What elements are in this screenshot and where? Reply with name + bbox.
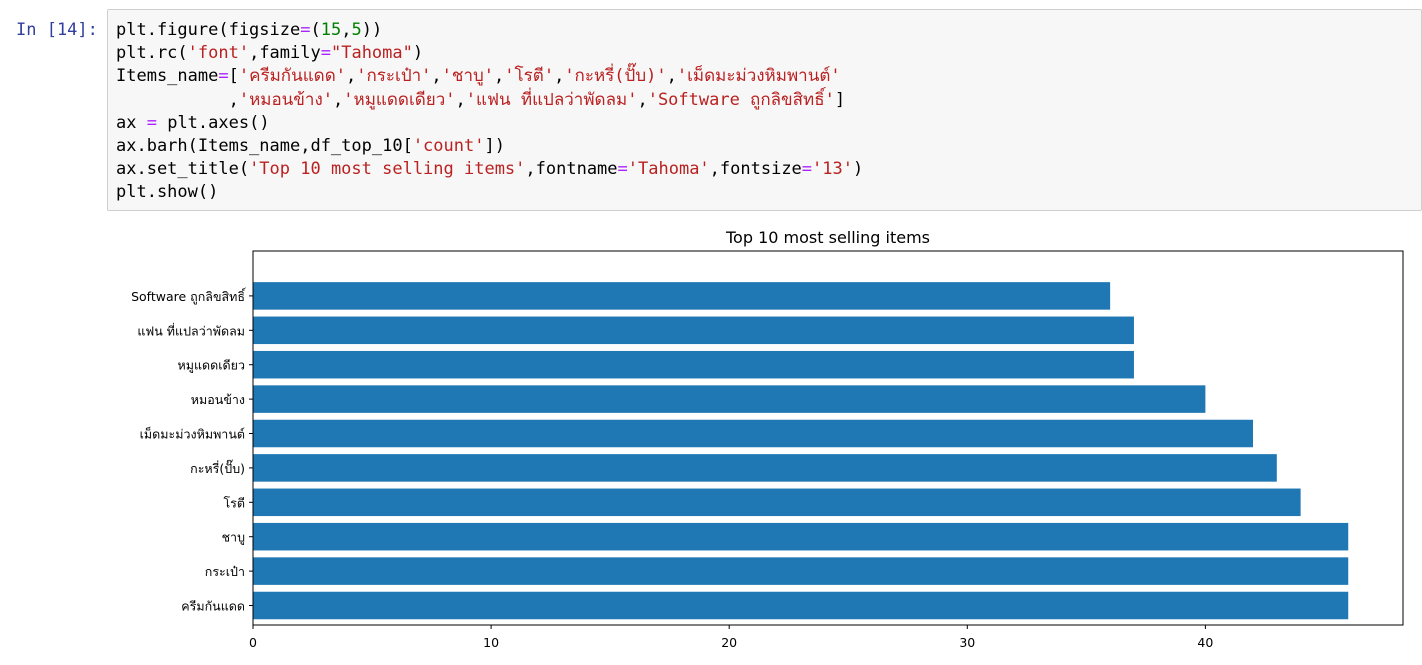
x-tick-label: 30 bbox=[959, 635, 975, 650]
code-token: ) bbox=[412, 43, 424, 64]
bar-chart: Top 10 most selling items ครีมกันแดด กระเ… bbox=[131, 228, 1404, 650]
code-token: ,family bbox=[249, 43, 321, 64]
code-token: , bbox=[554, 66, 565, 87]
code-token: plt.show() bbox=[116, 182, 219, 203]
code-token: = bbox=[617, 159, 628, 180]
code-line: plt.figure(figsize=(15,5)) bbox=[116, 19, 1421, 42]
cell-output: Top 10 most selling items ครีมกันแดด กระเ… bbox=[0, 215, 1422, 661]
x-tick-label: 40 bbox=[1197, 635, 1213, 650]
code-cell-editor[interactable]: plt.figure(figsize=(15,5)) plt.rc('font',… bbox=[107, 9, 1422, 211]
code-token: ) bbox=[853, 159, 864, 180]
code-token: ,fontsize bbox=[709, 159, 802, 180]
code-token: 'Software ถูกลิขสิทธิ์' bbox=[647, 89, 835, 110]
code-line: ,'หมอนข้าง','หมูแดดเดียว','แฟน ที่แปลว่า… bbox=[116, 89, 1421, 112]
code-token: 'แฟน ที่แปลว่าพัดลม' bbox=[465, 89, 638, 110]
code-token: , bbox=[666, 66, 677, 87]
code-token: ]) bbox=[484, 135, 505, 156]
code-token: = bbox=[146, 112, 157, 133]
chart-title: Top 10 most selling items bbox=[725, 228, 930, 247]
code-token: '13' bbox=[812, 159, 853, 180]
code-line: plt.rc('font',family="Tahoma") bbox=[116, 42, 1421, 65]
bar bbox=[253, 419, 1253, 448]
code-token: 'ชาบู' bbox=[441, 66, 495, 87]
code-line: Items_name=['ครีมกันแดด','กระเป๋า','ชาบู… bbox=[116, 65, 1421, 88]
y-tick-label: กะหรี่(ปั๊บ) bbox=[190, 459, 245, 476]
code-token: 'font' bbox=[187, 43, 250, 64]
bar bbox=[253, 454, 1277, 482]
code-token: ( bbox=[310, 20, 321, 40]
code-token: 'Tahoma' bbox=[627, 159, 710, 180]
code-token: , bbox=[116, 89, 239, 110]
code-line: ax.set_title('Top 10 most selling items'… bbox=[116, 158, 1421, 181]
code-token: , bbox=[341, 20, 352, 40]
code-body: plt.figure(figsize=(15,5)) plt.rc('font',… bbox=[116, 19, 1421, 205]
code-token: "Tahoma" bbox=[330, 43, 413, 64]
code-token: 15 bbox=[320, 20, 342, 40]
code-token: , bbox=[637, 89, 648, 110]
code-token: = bbox=[300, 20, 311, 40]
bar bbox=[253, 591, 1349, 620]
code-line: ax = plt.axes() bbox=[116, 112, 1421, 135]
code-token: 'Top 10 most selling items' bbox=[249, 159, 526, 180]
code-token: , bbox=[494, 66, 505, 87]
code-token: 'กะหรี่(ปั๊บ)' bbox=[564, 66, 667, 87]
code-token: [ bbox=[228, 66, 239, 87]
x-tick-label: 0 bbox=[249, 635, 257, 650]
bar bbox=[253, 557, 1349, 585]
y-tick-label: ครีมกันแดด bbox=[181, 599, 245, 614]
code-token: , bbox=[455, 89, 466, 110]
axes-frame bbox=[252, 250, 1404, 626]
code-token: plt.rc( bbox=[116, 43, 188, 64]
code-token: , bbox=[431, 66, 442, 87]
bar bbox=[253, 350, 1134, 379]
code-token: , bbox=[333, 89, 344, 110]
code-token: Items_name bbox=[116, 66, 219, 87]
bar bbox=[253, 385, 1206, 413]
code-line: ax.barh(Items_name,df_top_10['count']) bbox=[116, 135, 1421, 158]
y-tick-label: ชาบู bbox=[222, 530, 246, 546]
code-token: 'หมอนข้าง' bbox=[238, 89, 334, 110]
code-token: 'กระเป๋า' bbox=[356, 66, 432, 87]
code-token: ax.barh(Items_name,df_top_10[ bbox=[116, 135, 413, 156]
x-tick-label: 20 bbox=[721, 635, 737, 650]
code-line: plt.show() bbox=[116, 181, 1421, 204]
code-token: = bbox=[320, 43, 331, 64]
code-token: ax.set_title( bbox=[116, 159, 250, 180]
code-token: ] bbox=[834, 89, 846, 110]
code-token: 'ครีมกันแดด' bbox=[238, 66, 346, 87]
bar bbox=[253, 316, 1134, 345]
bar bbox=[253, 488, 1301, 517]
y-tick-label: Software ถูกลิขสิทธิ์ bbox=[131, 287, 247, 305]
code-token: 'เม็ดมะม่วงหิมพานต์' bbox=[676, 66, 841, 87]
y-tick-label: หมอนข้าง bbox=[191, 392, 245, 407]
code-token: ,fontname bbox=[525, 159, 618, 180]
code-token: 5 bbox=[351, 20, 362, 40]
code-token: plt.figure(figsize bbox=[116, 20, 301, 40]
bar bbox=[253, 522, 1349, 551]
y-tick-label: แฟน ที่แปลว่าพัดลม bbox=[137, 322, 245, 338]
x-tick-label: 10 bbox=[483, 635, 499, 650]
code-token: , bbox=[346, 66, 357, 87]
y-tick-label: กระเป๋า bbox=[205, 564, 245, 579]
code-token: )) bbox=[361, 20, 383, 40]
code-token: 'count' bbox=[412, 135, 485, 156]
code-token: 'โรตี' bbox=[504, 66, 555, 87]
y-tick-label: โรตี bbox=[223, 495, 245, 510]
code-token: ax bbox=[116, 112, 147, 133]
y-tick-label: เม็ดมะม่วงหิมพานต์ bbox=[140, 427, 245, 442]
code-token: = bbox=[218, 66, 229, 87]
code-token: plt.axes() bbox=[156, 112, 270, 133]
code-token: 'หมูแดดเดียว' bbox=[343, 89, 456, 110]
y-tick-label: หมูแดดเดียว bbox=[177, 358, 245, 374]
bar bbox=[253, 282, 1111, 310]
cell-prompt: In [14]: bbox=[16, 20, 98, 40]
code-token: = bbox=[801, 159, 813, 180]
